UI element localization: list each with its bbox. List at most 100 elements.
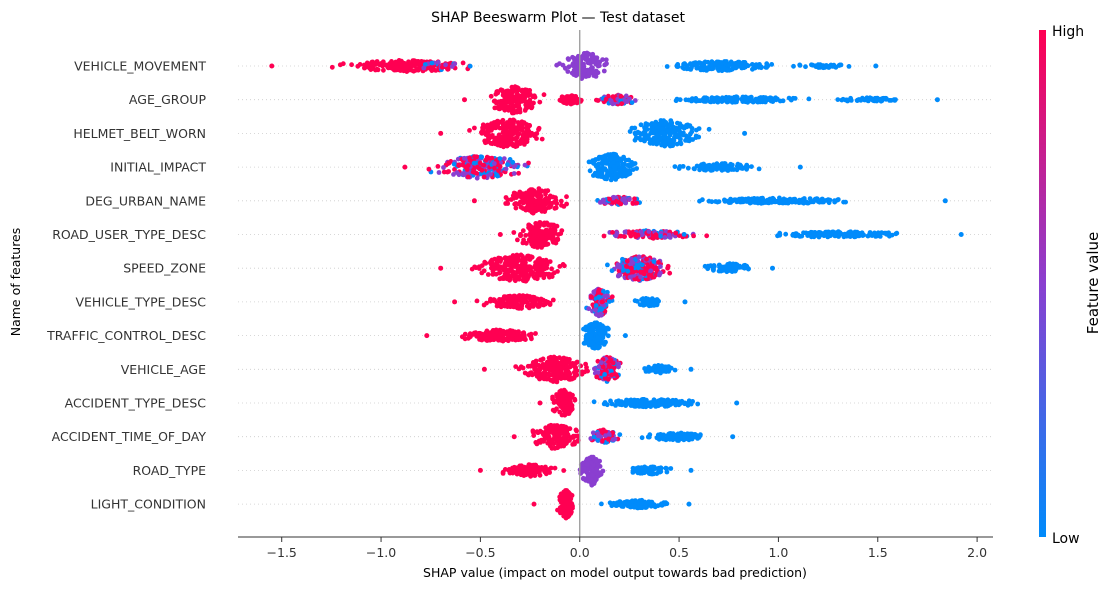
shap-point — [629, 100, 635, 105]
shap-point — [535, 259, 541, 265]
shap-point — [526, 205, 532, 211]
shap-point — [729, 166, 735, 172]
shap-point — [725, 262, 731, 267]
feature-label: LIGHT_CONDITION — [91, 497, 206, 512]
shap-point — [443, 62, 448, 68]
shap-point — [507, 267, 513, 272]
shap-point — [753, 96, 759, 102]
shap-point — [703, 167, 709, 173]
shap-point — [609, 294, 615, 300]
shap-point — [475, 164, 480, 170]
shap-point — [539, 268, 545, 273]
shap-point — [579, 76, 585, 81]
shap-point — [496, 106, 501, 111]
shap-point — [534, 227, 539, 232]
shap-point — [634, 166, 639, 171]
shap-point — [496, 168, 501, 174]
shap-point — [705, 263, 711, 269]
shap-point — [600, 57, 605, 62]
shap-point — [499, 142, 504, 148]
shap-point — [675, 62, 681, 67]
shap-point — [622, 234, 627, 240]
shap-point — [701, 99, 707, 104]
shap-point — [658, 398, 664, 404]
shap-point — [610, 101, 616, 107]
shap-point — [566, 376, 572, 382]
shap-point — [699, 164, 705, 170]
shap-point — [692, 432, 698, 437]
shap-point — [478, 154, 484, 160]
shap-point — [604, 61, 609, 66]
shap-point — [514, 141, 520, 147]
shap-point — [601, 197, 606, 203]
feature-row-dots — [497, 220, 964, 250]
shap-point — [491, 266, 496, 271]
shap-point — [825, 233, 831, 238]
shap-point — [606, 436, 611, 442]
shap-point — [695, 401, 701, 407]
shap-point — [501, 156, 507, 162]
shap-point — [589, 65, 595, 70]
shap-point — [549, 229, 555, 234]
shap-point — [479, 167, 485, 173]
shap-point — [557, 355, 562, 361]
shap-point — [803, 64, 808, 70]
shap-point — [543, 300, 548, 306]
shap-point — [472, 264, 477, 270]
shap-point — [689, 129, 695, 135]
shap-point — [482, 335, 488, 341]
shap-point — [645, 402, 651, 408]
shap-point — [557, 389, 563, 395]
shap-point — [547, 222, 553, 228]
shap-point — [528, 269, 534, 275]
shap-point — [656, 259, 661, 265]
shap-point — [536, 125, 542, 131]
shap-point — [567, 371, 573, 377]
shap-point — [873, 63, 879, 69]
shap-point — [515, 120, 521, 125]
shap-point — [749, 164, 754, 170]
shap-point — [525, 295, 531, 300]
feature-row-dots — [402, 151, 803, 183]
shap-point — [625, 268, 631, 274]
shap-point — [552, 408, 557, 414]
shap-point — [573, 98, 579, 104]
shap-point — [663, 120, 669, 125]
shap-point — [498, 101, 504, 107]
shap-point — [545, 188, 551, 194]
shap-point — [693, 133, 699, 139]
shap-point — [587, 168, 593, 174]
shap-point — [515, 269, 521, 275]
shap-point — [682, 61, 688, 67]
shap-point — [566, 57, 571, 62]
shap-point — [841, 199, 846, 205]
shap-point — [596, 161, 601, 167]
shap-point — [685, 165, 691, 171]
shap-point — [627, 196, 632, 202]
shap-point — [709, 59, 715, 65]
shap-point — [558, 198, 564, 204]
shap-point — [595, 358, 601, 364]
shap-point — [537, 238, 543, 244]
shap-point — [547, 274, 552, 280]
feature-row-dots — [452, 286, 688, 319]
shap-point — [599, 360, 604, 366]
shap-point — [505, 162, 510, 168]
shap-point — [519, 263, 524, 268]
shap-point — [660, 436, 666, 442]
shap-point — [841, 232, 847, 238]
shap-point — [519, 303, 525, 309]
shap-point — [554, 370, 560, 376]
shap-point — [605, 262, 610, 268]
shap-point — [497, 156, 503, 162]
shap-point — [599, 339, 605, 345]
shap-point — [543, 195, 549, 201]
shap-point — [518, 252, 524, 258]
shap-point — [542, 229, 548, 235]
shap-point — [511, 273, 517, 278]
shap-point — [653, 233, 659, 239]
shap-point — [570, 392, 575, 398]
shap-point — [672, 367, 678, 373]
shap-point — [619, 173, 624, 178]
shap-point — [739, 64, 745, 69]
